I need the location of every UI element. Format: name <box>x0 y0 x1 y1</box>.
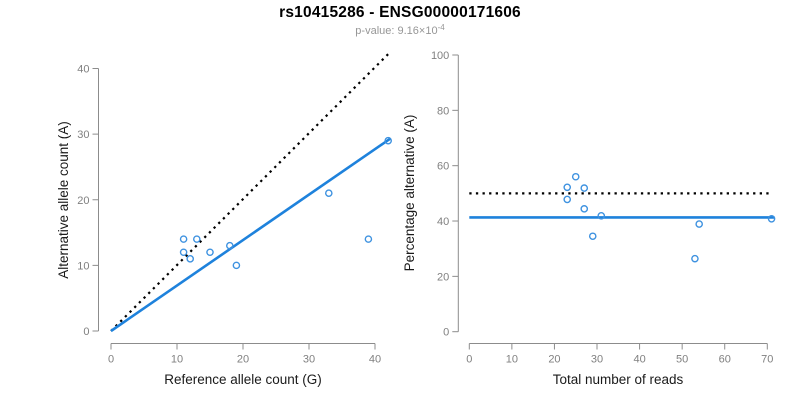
page-title: rs10415286 - ENSG00000171606 <box>279 4 521 21</box>
y-tick-label: 30 <box>77 129 89 141</box>
x-tick-label: 0 <box>466 354 472 366</box>
data-point <box>563 195 572 204</box>
x-tick-label: 20 <box>548 354 560 366</box>
x-axis-title: Total number of reads <box>553 372 684 387</box>
data-point <box>767 215 776 223</box>
pvalue-exponent: -4 <box>437 23 445 32</box>
data-point <box>364 235 373 243</box>
y-tick-label: 80 <box>437 105 449 117</box>
fit-line <box>110 137 391 333</box>
y-tick-label: 60 <box>437 161 449 173</box>
x-tick-label: 30 <box>303 354 315 366</box>
y-tick-label: 20 <box>437 271 449 283</box>
x-tick-label: 40 <box>633 354 645 366</box>
data-point <box>192 235 201 243</box>
x-axis-title: Reference allele count (G) <box>164 372 322 387</box>
data-point <box>225 241 234 250</box>
y-tick-label: 0 <box>83 326 89 338</box>
y-tick-label: 40 <box>77 64 89 76</box>
y-tick-label: 20 <box>77 195 89 207</box>
data-point <box>588 232 597 241</box>
data-point <box>571 172 580 181</box>
x-tick-label: 20 <box>237 354 249 366</box>
percentage-vs-reads-plot: 0 20 40 60 80 100 0 10 20 30 40 50 60 70 Total number … <box>402 50 776 387</box>
data-point <box>324 189 333 197</box>
x-tick-label: 50 <box>676 354 688 366</box>
x-tick-label: 70 <box>761 354 773 366</box>
x-tick-label: 60 <box>719 354 731 366</box>
data-point <box>695 220 703 228</box>
y-tick-label: 10 <box>77 260 89 272</box>
y-axis-title: Alternative allele count (A) <box>56 121 71 279</box>
data-point <box>186 255 194 263</box>
data-point <box>580 205 589 213</box>
x-tick-label: 10 <box>506 354 518 366</box>
data-point <box>232 261 241 270</box>
y-axis-title: Percentage alternative (A) <box>402 115 417 272</box>
data-point <box>563 183 572 192</box>
y-tick-label: 0 <box>443 327 449 339</box>
x-tick-label: 30 <box>591 354 603 366</box>
data-point <box>179 235 188 243</box>
x-tick-label: 10 <box>171 354 183 366</box>
pvalue-text: p-value: 9.16×10 <box>355 25 438 37</box>
data-point <box>580 184 589 192</box>
data-point <box>384 136 393 145</box>
y-tick-label: 40 <box>437 216 449 228</box>
x-tick-label: 40 <box>369 354 381 366</box>
data-point <box>179 248 188 257</box>
y-tick-label: 100 <box>431 50 449 62</box>
data-point <box>691 254 699 263</box>
pvalue-subtitle: p-value: 9.16×10-4 <box>0 23 800 37</box>
identity-line <box>110 51 391 332</box>
data-point <box>597 211 606 220</box>
data-point <box>206 248 214 257</box>
x-tick-label: 0 <box>108 354 114 366</box>
allele-counts-plot: 0 10 20 30 40 0 10 20 30 40 Reference allele count… <box>56 51 393 387</box>
